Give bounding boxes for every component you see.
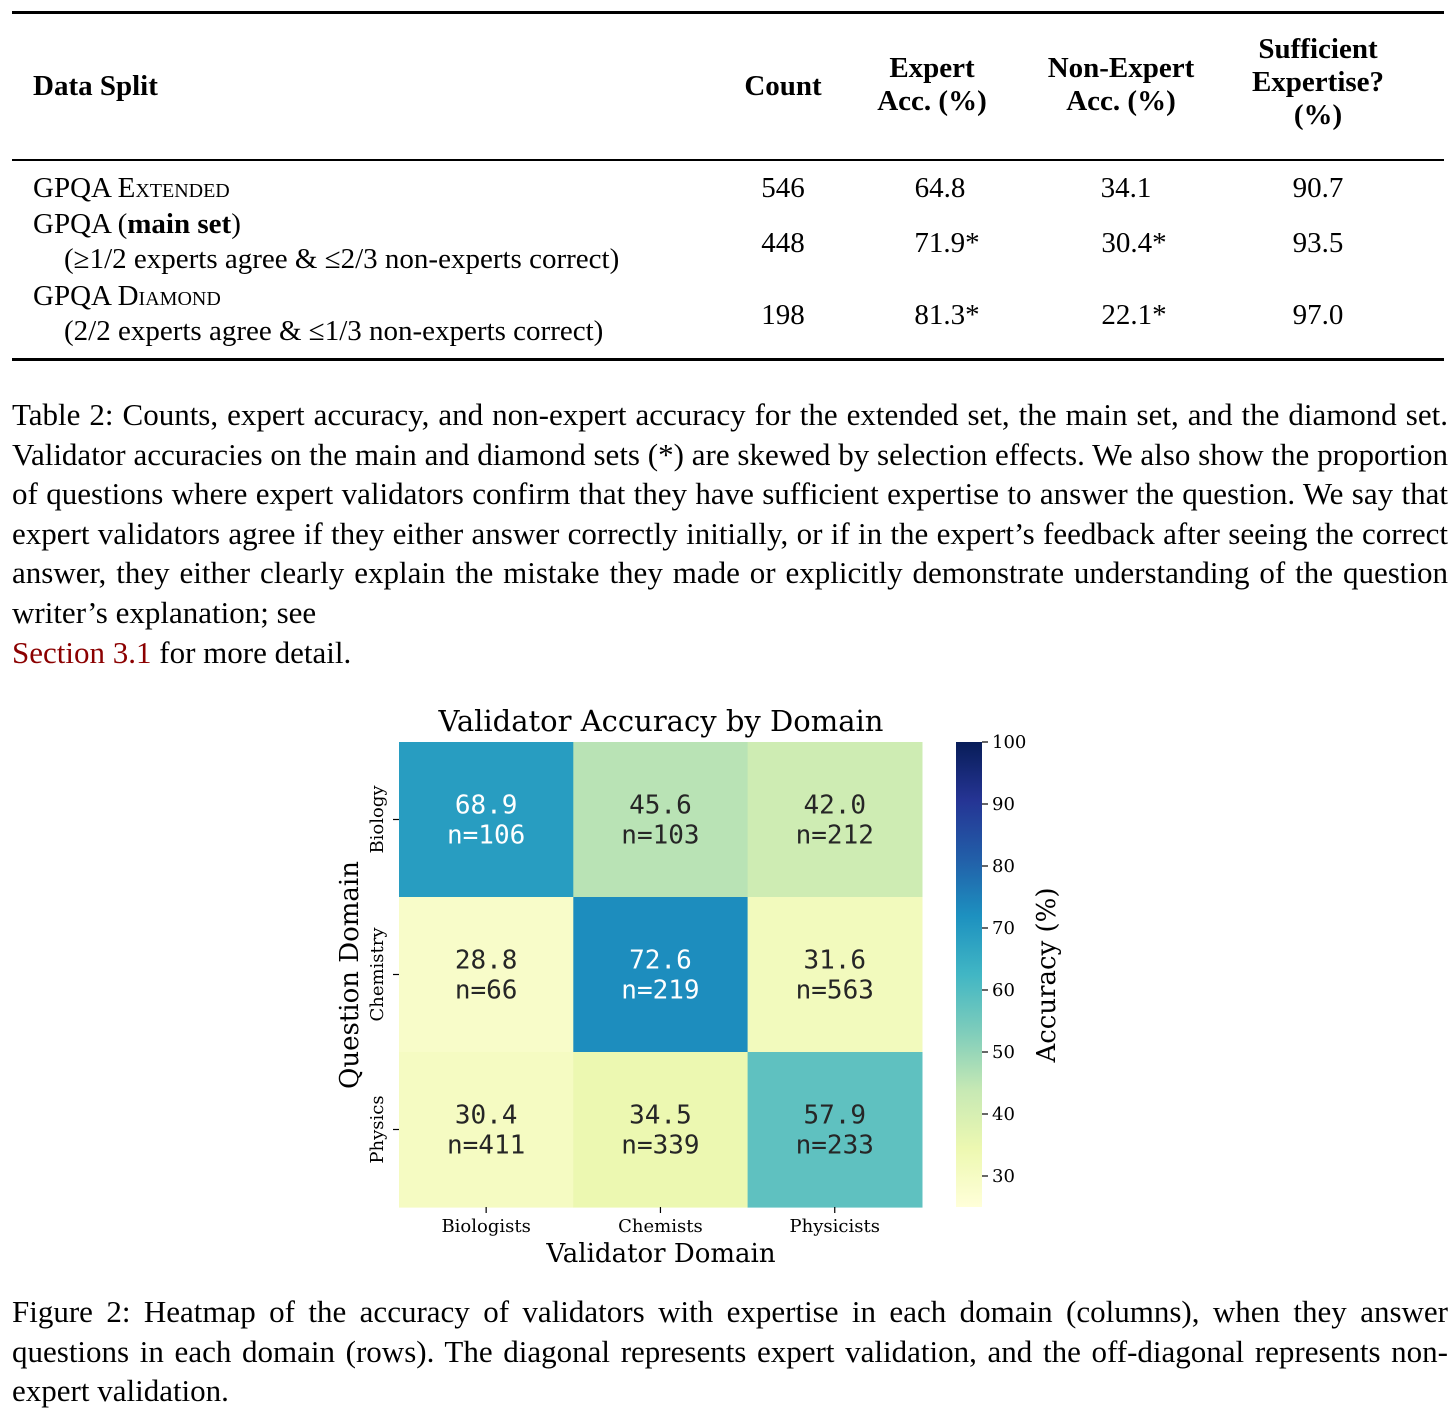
y-tick-label: Biology [367,785,388,854]
header-nonexpert-acc-line2: Acc. (%) [1066,85,1176,117]
row-main-name: GPQA (main set) [33,208,241,241]
y-tick-label: Chemistry [367,927,388,1022]
row-extended-sc: Extended [117,172,230,204]
colorbar-tick-label: 60 [992,980,1015,1001]
row-main-suffix: ) [231,208,241,240]
cell-value: 30.4 [455,1101,518,1131]
cell-value: 68.9 [455,791,518,821]
heatmap-cell [399,897,574,1053]
row-main-count: 448 [761,227,805,259]
row-diamond-count: 198 [761,299,805,331]
row-diamond-expert: 81.3* [914,299,980,331]
x-tick-labels: Biologists Chemists Physicists [441,1207,880,1237]
row-diamond-nonexpert: 22.1* [1101,299,1167,331]
cell-value: 28.8 [455,946,518,976]
y-tick-label: Physics [367,1095,388,1163]
header-nonexpert-acc: Non-Expert Acc. (%) [1036,52,1206,118]
row-extended-count: 546 [761,172,805,204]
header-sufficient-expertise: Sufficient Expertise? (%) [1236,33,1400,132]
cell-value: 31.6 [803,946,866,976]
cell-count: n=106 [447,821,525,851]
colorbar-tick-label: 40 [992,1104,1015,1125]
y-axis-label: Question Domain [335,861,365,1089]
row-main-sufficient: 93.5 [1292,227,1344,259]
chart-title: Validator Accuracy by Domain [438,704,884,738]
row-extended-prefix: GPQA [33,172,118,204]
cell-count: n=339 [621,1131,699,1161]
row-diamond-prefix: GPQA [33,280,118,312]
row-extended-expert: 64.8 [914,172,966,204]
header-count: Count [744,70,822,102]
heatmap-cells: 68.9n=10645.6n=10342.0n=21228.8n=6672.6n… [399,742,923,1208]
colorbar-tick-label: 70 [992,918,1015,939]
heatmap-cell [747,897,923,1053]
header-sufficient-line3: (%) [1293,99,1343,131]
heatmap-cell [747,742,923,898]
colorbar-ticks: 30 40 50 60 70 80 90 100 [982,732,1026,1187]
x-tick-label: Biologists [441,1216,530,1237]
row-extended-sufficient: 90.7 [1292,172,1344,204]
colorbar [956,742,982,1207]
row-main-expert: 71.9* [914,227,980,259]
header-expert-acc-line1: Expert [889,52,975,84]
x-tick-label: Chemists [618,1216,703,1237]
cell-count: n=103 [621,821,699,851]
row-extended-nonexpert: 34.1 [1100,172,1152,204]
heatmap-cell [399,742,574,898]
table-caption-tail: for more detail. [151,634,352,670]
cell-value: 57.9 [803,1101,866,1131]
cell-count: n=411 [447,1131,525,1161]
heatmap-cell [573,1052,749,1208]
header-expert-acc: Expert Acc. (%) [862,52,1002,118]
cell-count: n=219 [621,976,699,1006]
table-bottom-rule [12,358,1444,361]
row-main-subtext: (≥1/2 experts agree & ≤2/3 non-experts c… [64,243,620,275]
colorbar-tick-label: 90 [992,794,1015,815]
row-diamond-name: GPQA Diamond [33,280,221,313]
x-tick-label: Physicists [790,1216,880,1237]
row-diamond-sufficient: 97.0 [1292,299,1344,331]
row-main-bold: main set [127,208,232,240]
section-link[interactable]: Section 3.1 [12,634,152,670]
table-caption: Table 2: Counts, expert accuracy, and no… [12,395,1448,672]
table-mid-rule [12,159,1444,161]
row-diamond-subtext: (2/2 experts agree & ≤1/3 non-experts co… [64,315,604,347]
cell-value: 45.6 [629,791,692,821]
colorbar-tick-label: 100 [992,732,1026,753]
cell-count: n=563 [796,976,874,1006]
colorbar-label: Accuracy (%) [1032,887,1062,1063]
colorbar-tick-label: 50 [992,1042,1015,1063]
header-expert-acc-line2: Acc. (%) [877,85,987,117]
header-sufficient-line2: Expertise? [1251,66,1385,98]
cell-count: n=233 [796,1131,874,1161]
row-main-prefix: GPQA ( [33,208,128,240]
y-tick-labels: Biology Chemistry Physics [367,785,399,1164]
cell-value: 42.0 [803,791,866,821]
heatmap-cell [573,742,749,898]
row-extended-name: GPQA Extended [33,172,230,205]
heatmap-cell [399,1052,574,1208]
cell-count: n=212 [796,821,874,851]
row-diamond-sc: Diamond [117,280,221,312]
heatmap-cell [747,1052,923,1208]
colorbar-tick-label: 80 [992,856,1015,877]
table-top-rule [12,11,1444,14]
table-caption-text: Table 2: Counts, expert accuracy, and no… [12,397,1448,630]
header-data-split: Data Split [33,70,158,102]
x-axis-label: Validator Domain [545,1239,775,1269]
cell-count: n=66 [455,976,518,1006]
row-main-nonexpert: 30.4* [1101,227,1167,259]
header-sufficient-line1: Sufficient [1258,33,1378,65]
cell-value: 72.6 [629,946,692,976]
cell-value: 34.5 [629,1101,692,1131]
colorbar-tick-label: 30 [992,1166,1015,1187]
figure-caption: Figure 2: Heatmap of the accuracy of val… [12,1294,1448,1409]
header-nonexpert-acc-line1: Non-Expert [1047,52,1195,84]
heatmap-cell [573,897,749,1053]
